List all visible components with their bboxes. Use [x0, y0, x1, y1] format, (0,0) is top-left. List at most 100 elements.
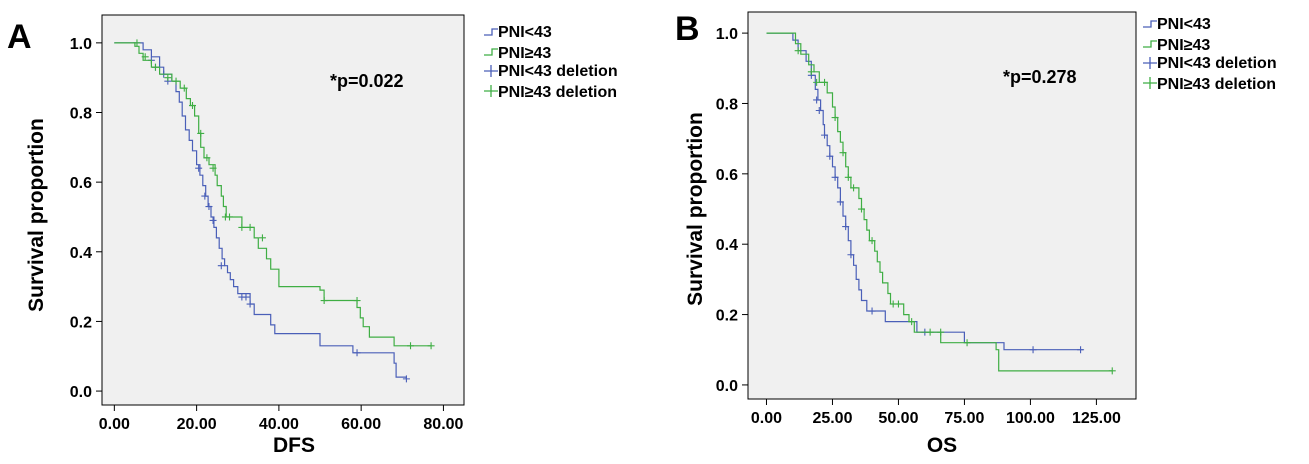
censor-mark-pni-lt-43 [831, 173, 839, 181]
censor-mark-pni-lt-43 [826, 152, 834, 160]
censor-mark-pni-lt-43 [836, 198, 844, 206]
censor-mark-pni-lt-43 [246, 300, 254, 308]
y-tick-label: 0.0 [70, 384, 92, 401]
censor-mark-pni-ge-43 [839, 149, 847, 157]
x-tick-label: 75.00 [944, 410, 984, 427]
censor-mark-pni-lt-43 [217, 262, 225, 270]
survival-curve-pni-ge-43 [114, 42, 432, 347]
censor-mark-pni-lt-43 [353, 349, 361, 357]
censor-mark-pni-ge-43 [172, 77, 180, 85]
legend-pni-ge-43-deletion-label: PNI≥43 deletion [498, 84, 617, 101]
censor-mark-pni-lt-43 [842, 223, 850, 231]
y-tick-label: 0.6 [716, 167, 738, 184]
legend-pni-lt-43-deletion-label: PNI<43 deletion [1157, 55, 1277, 72]
censor-mark-pni-ge-43 [151, 63, 159, 71]
censor-mark-pni-lt-43 [242, 293, 250, 301]
panel-b-y-axis-title: Survival proportion [684, 112, 707, 306]
censor-mark-pni-ge-43 [1108, 367, 1116, 375]
legend-pni-ge-43-deletion-swatch [1143, 77, 1157, 89]
censor-mark-pni-ge-43 [963, 339, 971, 347]
y-tick-label: 0.4 [716, 237, 738, 254]
censor-mark-pni-ge-43 [353, 297, 361, 305]
legend-pni-lt-43-label: PNI<43 [1157, 16, 1211, 33]
x-tick-label: 60.00 [341, 416, 381, 433]
panel-b: B 0.00 25.00 50.00 75.00 100.00 125.000.00.20… [675, 10, 1277, 457]
censor-mark-pni-lt-43 [201, 192, 209, 200]
x-tick-label: 0.00 [751, 410, 782, 427]
legend-pni-ge-43-label: PNI≥43 [1157, 37, 1210, 54]
censor-mark-pni-ge-43 [926, 328, 934, 336]
y-tick-label: 0.0 [716, 378, 738, 395]
censor-mark-pni-lt-43 [815, 107, 823, 115]
y-tick-label: 0.2 [716, 308, 738, 325]
censor-mark-pni-ge-43 [831, 114, 839, 122]
y-tick-label: 0.2 [70, 314, 92, 331]
censor-mark-pni-lt-43 [209, 216, 217, 224]
x-tick-label: 25.00 [812, 410, 852, 427]
panel-a-axis-ticks: 0.00 20.00 40.00 60.00 80.00 0.0 0.2 0.4 0.6 0.8 1… [70, 36, 464, 433]
censor-mark-pni-ge-43 [197, 129, 205, 137]
panel-b-legend: PNI<43 PNI≥43 PNI<43 deletion PNI≥43 del… [1143, 16, 1277, 93]
x-tick-label: 100.00 [1006, 410, 1055, 427]
y-tick-label: 0.4 [70, 245, 92, 262]
censor-mark-pni-ge-43 [141, 53, 149, 61]
censor-mark-pni-ge-43 [246, 223, 254, 231]
censor-mark-pni-ge-43 [203, 154, 211, 162]
censor-mark-pni-ge-43 [844, 173, 852, 181]
legend-pni-lt-43-label: PNI<43 [498, 24, 552, 41]
panel-a-legend: PNI<43 PNI≥43 PNI<43 deletion PNI≥43 del… [484, 24, 618, 101]
y-tick-label: 0.8 [716, 96, 738, 113]
panel-a-p-value: *p=0.022 [330, 71, 404, 91]
censor-mark-pni-lt-43 [195, 164, 203, 172]
panel-a-x-axis-title: DFS [273, 434, 315, 457]
censor-mark-pni-ge-43 [807, 68, 815, 76]
panel-b-axis-ticks: 0.00 25.00 50.00 75.00 100.00 125.00 0.0 0.2 0.4… [716, 26, 1121, 427]
y-tick-label: 1.0 [70, 36, 92, 53]
censor-mark-pni-lt-43 [821, 131, 829, 139]
censor-mark-pni-ge-43 [894, 300, 902, 308]
x-tick-label: 50.00 [878, 410, 918, 427]
censor-mark-pni-ge-43 [857, 205, 865, 213]
censor-mark-pni-ge-43 [180, 84, 188, 92]
censor-mark-pni-lt-43 [813, 96, 821, 104]
panel-b-x-axis-title: OS [927, 434, 957, 457]
legend-pni-ge-43-label: PNI≥43 [498, 45, 551, 62]
panel-b-p-value: *p=0.278 [1003, 67, 1077, 87]
panel-a: A 0.00 20.00 40.00 60.00 80.000.00.20.40.60.… [7, 14, 618, 457]
censor-mark-pni-lt-43 [868, 307, 876, 315]
panel-a-y-axis-title: Survival proportion [25, 118, 48, 312]
panel-a-plot-area [101, 14, 465, 406]
legend-pni-ge-43-swatch [484, 48, 498, 56]
panel-a-letter: A [7, 18, 32, 56]
x-tick-label: 20.00 [177, 416, 217, 433]
x-tick-label: 0.00 [99, 416, 130, 433]
panel-b-letter: B [675, 10, 700, 48]
censor-mark-pni-lt-43 [1077, 346, 1085, 354]
censor-mark-pni-lt-43 [847, 251, 855, 259]
censor-mark-pni-ge-43 [258, 234, 266, 242]
censor-mark-pni-ge-43 [407, 342, 415, 350]
censor-mark-pni-ge-43 [794, 47, 802, 55]
censor-mark-pni-ge-43 [133, 39, 141, 47]
censor-mark-pni-ge-43 [937, 328, 945, 336]
panel-b-curves [766, 32, 1116, 375]
y-tick-label: 0.6 [70, 175, 92, 192]
censor-mark-pni-ge-43 [164, 74, 172, 82]
legend-pni-lt-43-swatch [484, 28, 498, 36]
censor-mark-pni-ge-43 [209, 164, 217, 172]
censor-mark-pni-ge-43 [320, 297, 328, 305]
y-tick-label: 1.0 [716, 26, 738, 43]
censor-mark-pni-ge-43 [226, 213, 234, 221]
legend-pni-lt-43-deletion-label: PNI<43 deletion [498, 63, 618, 80]
censor-mark-pni-ge-43 [427, 342, 435, 350]
panel-b-plot-area [747, 11, 1137, 400]
y-tick-label: 0.8 [70, 106, 92, 123]
x-tick-label: 125.00 [1072, 410, 1121, 427]
panel-a-curves [114, 39, 435, 383]
x-tick-label: 80.00 [423, 416, 463, 433]
censor-mark-pni-ge-43 [238, 223, 246, 231]
legend-pni-ge-43-swatch [1143, 40, 1157, 48]
censor-mark-pni-lt-43 [205, 203, 213, 211]
censor-mark-pni-ge-43 [868, 237, 876, 245]
